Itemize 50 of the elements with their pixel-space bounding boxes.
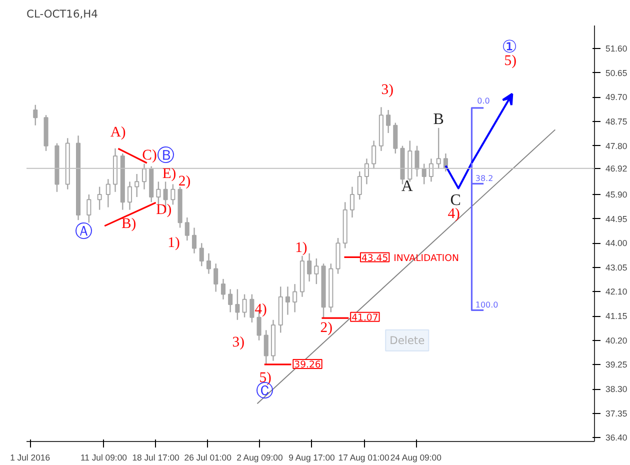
y-tick-label: 50.65 [606, 68, 628, 78]
y-tick-label: 44.95 [606, 214, 628, 224]
annotation: 0.0 [477, 96, 490, 106]
annotation: 2) [178, 174, 191, 190]
annotation: Ⓑ [157, 146, 174, 166]
annotation: INVALIDATION [394, 252, 459, 264]
chart-title: CL-OCT16,H4 [26, 8, 98, 20]
x-tick-label: 9 Aug 17:00 [288, 452, 336, 462]
annotation: 38.2 [475, 174, 494, 183]
y-tick-label: 42.10 [606, 286, 628, 297]
annotation: B) [122, 216, 136, 232]
y-tick-label: 49.70 [606, 92, 628, 102]
annotation: 3) [381, 82, 394, 98]
x-tick-label: 17 Aug 01:00 [338, 452, 390, 462]
y-tick-label: 45.90 [606, 189, 628, 200]
x-tick-label: 11 Jul 09:00 [80, 452, 128, 462]
y-tick-label: 43.05 [606, 262, 628, 272]
x-tick-label: 26 Jul 01:00 [184, 452, 232, 462]
ref-line-label: 46.92 [606, 163, 628, 174]
annotation: 43.45 [361, 252, 388, 264]
annotation: Ⓐ [75, 222, 92, 242]
annotation: 1) [295, 240, 308, 256]
y-tick-label: 38.30 [606, 384, 628, 394]
y-tick-label: 51.60 [606, 44, 628, 54]
y-tick-label: 41.15 [606, 311, 628, 322]
x-tick-label: 24 Aug 09:00 [390, 452, 442, 462]
annotation: 41.07 [352, 312, 378, 324]
x-tick-label: 18 Jul 17:00 [132, 452, 180, 462]
annotation: 4) [254, 301, 268, 318]
y-tick-label: 47.80 [606, 140, 628, 151]
annotation: 39.26 [294, 360, 321, 371]
annotation: D) [156, 202, 172, 218]
annotation: 2) [320, 320, 333, 336]
y-tick-label: 37.35 [606, 408, 628, 418]
annotation: E) [162, 166, 176, 182]
annotation: 3) [232, 334, 245, 350]
annotation: A) [110, 124, 126, 141]
y-tick-label: 36.40 [606, 432, 628, 443]
y-tick-label: 40.20 [606, 335, 628, 346]
y-tick-label: 48.75 [606, 116, 628, 126]
annotation: 100.0 [475, 300, 498, 310]
annotation: C) [142, 147, 157, 164]
y-tick-label: 44.00 [606, 238, 628, 248]
annotation: Delete [390, 334, 425, 347]
y-tick-label: 39.25 [606, 360, 628, 370]
x-tick-label: 2 Aug 09:00 [236, 452, 283, 462]
annotation: 1) [168, 235, 180, 252]
x-tick-label: 1 Jul 2016 [10, 452, 50, 462]
annotation: B [433, 110, 444, 128]
annotation: A [401, 178, 414, 195]
